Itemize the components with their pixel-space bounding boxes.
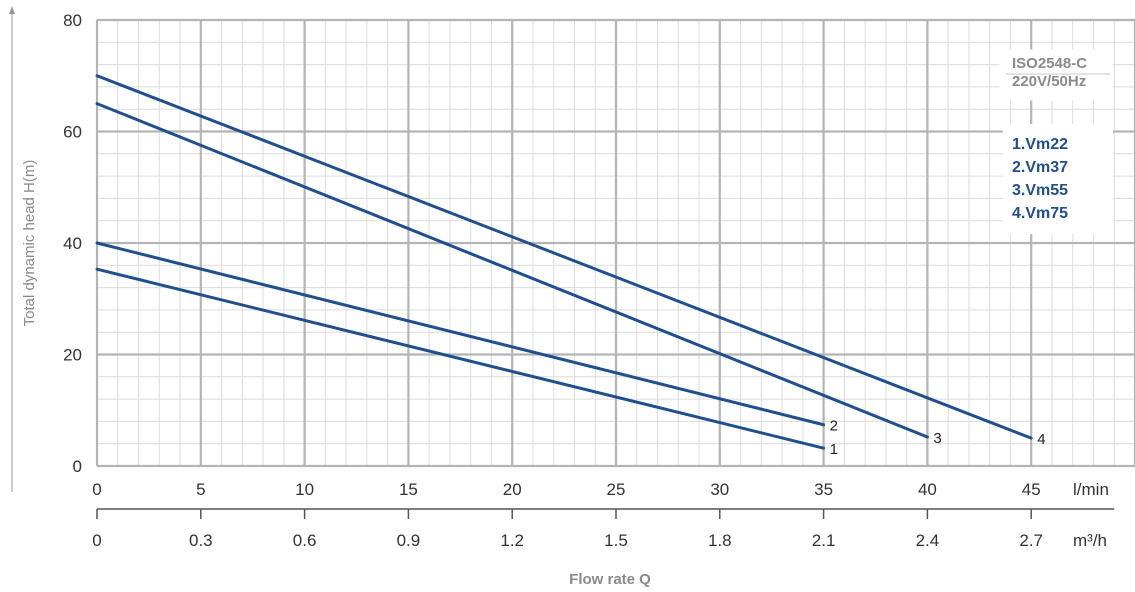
x-tick-label: 20 — [503, 480, 522, 499]
x-tick-label: 5 — [196, 480, 205, 499]
x-tick-label: 15 — [399, 480, 418, 499]
x-tick-label: 0 — [92, 480, 101, 499]
x-tick-label: 40 — [918, 480, 937, 499]
x2-tick-label: 2.1 — [812, 531, 836, 550]
series-lines — [95, 74, 1033, 450]
x-tick-label: 30 — [710, 480, 729, 499]
x2-tick-label: 1.8 — [708, 531, 732, 550]
x-axis-unit-lmin: l/min — [1073, 480, 1109, 499]
y-tick-label: 80 — [63, 11, 82, 30]
legend: 1.Vm22 2.Vm37 3.Vm55 4.Vm75 — [1003, 124, 1113, 234]
x-tick-label: 10 — [295, 480, 314, 499]
series-line-2 — [95, 241, 826, 427]
y-tick-label: 40 — [63, 234, 82, 253]
x2-tick-label: 2.4 — [916, 531, 940, 550]
series-line-3 — [95, 102, 929, 439]
x2-tick-label: 0.9 — [397, 531, 421, 550]
major-grid — [95, 18, 1135, 468]
x2-tick-label: 1.5 — [604, 531, 628, 550]
x-tick-label: 25 — [607, 480, 626, 499]
x2-axis-unit-m3h: m³/h — [1073, 531, 1107, 550]
legend-item-4: 4.Vm75 — [1012, 205, 1068, 222]
legend-item-2: 2.Vm37 — [1012, 159, 1068, 176]
series-end-labels: 1 2 3 4 — [830, 418, 1046, 458]
x2-tick-label: 0.6 — [293, 531, 317, 550]
series-end-label-4: 4 — [1037, 431, 1045, 448]
x-tick-label: 45 — [1022, 480, 1041, 499]
x2-tick-label: 0.3 — [189, 531, 213, 550]
series-end-label-1: 1 — [830, 441, 838, 458]
legend-item-3: 3.Vm55 — [1012, 182, 1068, 199]
y-tick-label: 0 — [73, 457, 82, 476]
y-tick-label: 20 — [63, 346, 82, 365]
series-end-label-2: 2 — [830, 418, 838, 435]
y-axis-title: Total dynamic head H(m) — [21, 160, 38, 327]
y-tick-label: 60 — [63, 123, 82, 142]
series-end-label-3: 3 — [933, 430, 941, 447]
axes — [9, 6, 15, 492]
info-voltage: 220V/50Hz — [1012, 73, 1086, 90]
x-tick-label: 35 — [814, 480, 833, 499]
x2-tick-label: 0 — [92, 531, 101, 550]
x2-tick-label: 1.2 — [500, 531, 524, 550]
x-axis-title: Flow rate Q — [569, 571, 651, 588]
series-line-4 — [95, 74, 1033, 440]
y-axis-arrow — [9, 6, 15, 14]
secondary-x-axis: 0 0.3 0.6 0.9 1.2 1.5 1.8 2.1 2.4 2.7 — [92, 508, 1115, 550]
x-tick-labels: 0 5 10 15 20 25 30 35 40 45 — [92, 480, 1040, 499]
y-tick-labels: 0 20 40 60 80 — [63, 11, 82, 476]
legend-item-1: 1.Vm22 — [1012, 136, 1068, 153]
x2-tick-label: 2.7 — [1019, 531, 1043, 550]
series-line-1 — [95, 267, 826, 450]
info-standard: ISO2548-C — [1012, 55, 1087, 72]
info-box: ISO2548-C 220V/50Hz — [999, 49, 1113, 101]
